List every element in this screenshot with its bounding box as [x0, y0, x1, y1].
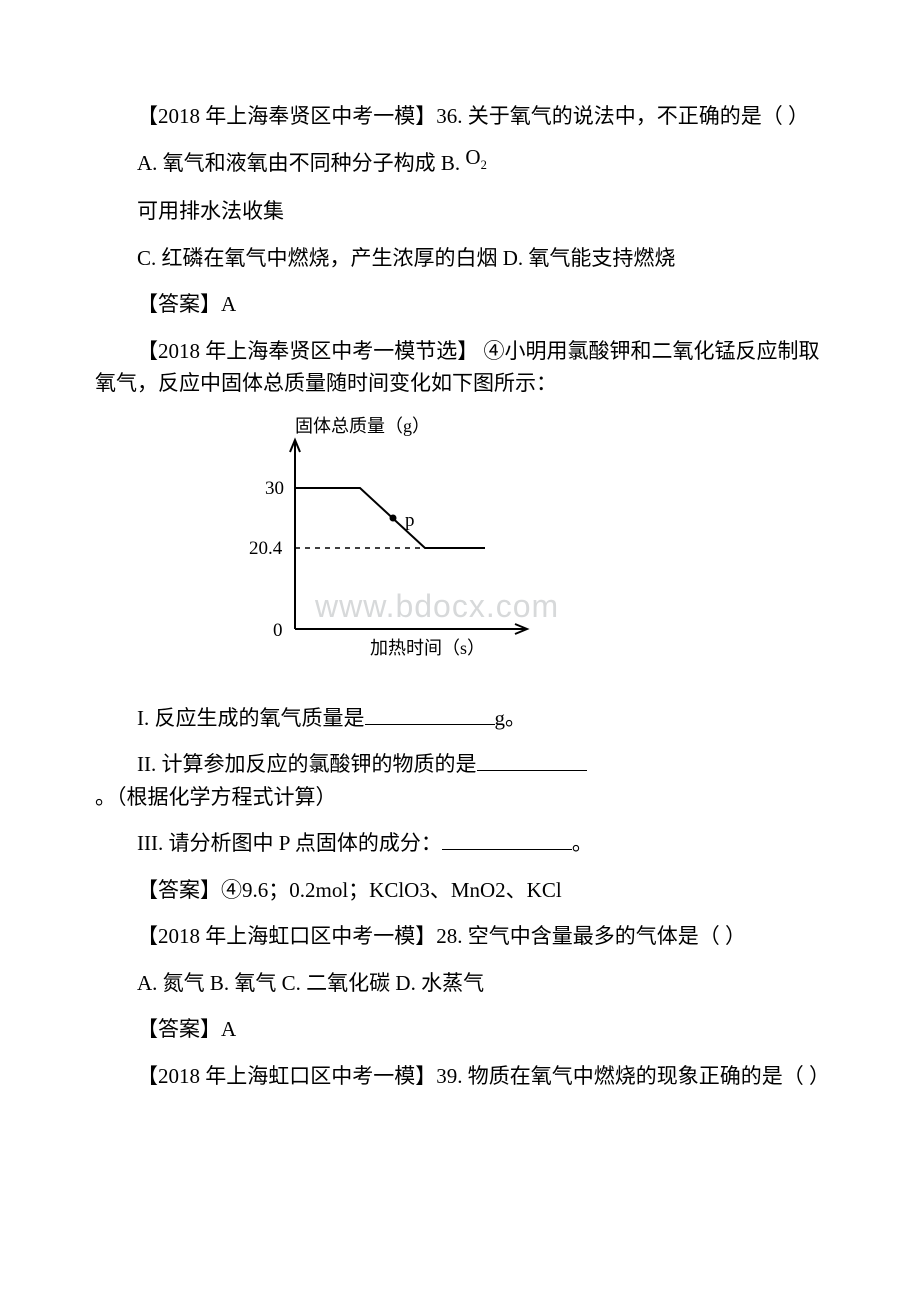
- ytick-30: 30: [265, 478, 284, 499]
- ytick-0: 0: [273, 620, 283, 641]
- ytick-20-4: 20.4: [249, 538, 283, 559]
- q2-answer: 【答案】④9.6；0.2mol；KClO3、MnO2、KCl: [95, 874, 825, 907]
- q2-sub3-pre: III. 请分析图中 P 点固体的成分：: [137, 831, 442, 855]
- chart-svg: 固体总质量（g） 30 20.4 0 p 加热时间（s）: [225, 414, 565, 674]
- blank-3: [442, 828, 572, 850]
- q2-sub2-pre: II. 计算参加反应的氯酸钾的物质的是: [137, 752, 477, 776]
- blank-1: [365, 703, 495, 725]
- x-axis-label: 加热时间（s）: [370, 638, 485, 658]
- q2-sub2-post: 。（根据化学方程式计算）: [95, 785, 337, 809]
- mass-time-chart: 固体总质量（g） 30 20.4 0 p 加热时间（s） www.bdocx.c…: [225, 414, 825, 684]
- q1-opts-ab: A. 氧气和液氧由不同种分子构成 B. O2: [95, 147, 825, 182]
- point-p-label: p: [405, 510, 415, 531]
- blank-2: [477, 749, 587, 771]
- point-p: [390, 514, 397, 521]
- o2-formula: O2: [465, 145, 486, 169]
- q1-answer: 【答案】A: [95, 288, 825, 321]
- q3-opts: A. 氮气 B. 氧气 C. 二氧化碳 D. 水蒸气: [95, 967, 825, 1000]
- q2-sub1: I. 反应生成的氧气质量是 g。: [95, 702, 825, 735]
- q1-optA-pre: A. 氧气和液氧由不同种分子构成 B.: [137, 151, 460, 175]
- q2-sub1-post: g。: [495, 706, 527, 730]
- q2-sub2: II. 计算参加反应的氯酸钾的物质的是。（根据化学方程式计算）: [95, 748, 825, 813]
- q1-optB-line: 可用排水法收集: [95, 195, 825, 228]
- q3-answer: 【答案】A: [95, 1013, 825, 1046]
- q2-sub1-pre: I. 反应生成的氧气质量是: [137, 706, 365, 730]
- y-axis-label: 固体总质量（g）: [295, 416, 430, 436]
- q1-opts-cd: C. 红磷在氧气中燃烧，产生浓厚的白烟 D. 氧气能支持燃烧: [95, 242, 825, 275]
- q2-stem: 【2018 年上海奉贤区中考一模节选】 ④小明用氯酸钾和二氧化锰反应制取氧气，反…: [95, 335, 825, 400]
- document-page: 【2018 年上海奉贤区中考一模】36. 关于氧气的说法中，不正确的是（ ） A…: [0, 0, 920, 1166]
- q2-sub3-post: 。: [572, 831, 593, 855]
- q3-stem: 【2018 年上海虹口区中考一模】28. 空气中含量最多的气体是（ ）: [95, 920, 825, 953]
- q4-stem: 【2018 年上海虹口区中考一模】39. 物质在氧气中燃烧的现象正确的是（ ）: [95, 1060, 825, 1093]
- o2-base: O: [465, 145, 480, 169]
- q2-sub3: III. 请分析图中 P 点固体的成分： 。: [95, 827, 825, 860]
- o2-sub: 2: [481, 158, 487, 172]
- q1-stem: 【2018 年上海奉贤区中考一模】36. 关于氧气的说法中，不正确的是（ ）: [95, 100, 825, 133]
